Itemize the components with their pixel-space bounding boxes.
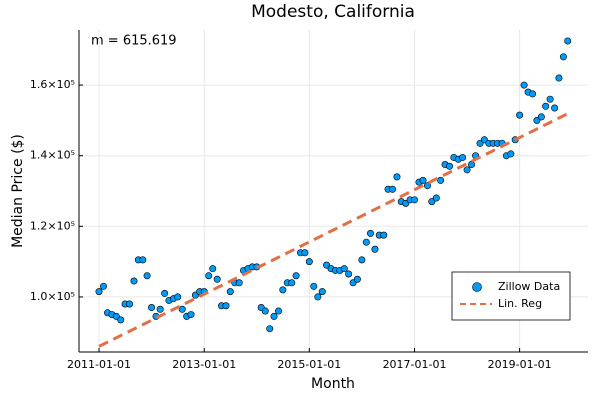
y-axis-label: Median Price ($) xyxy=(10,134,26,248)
point xyxy=(148,304,156,312)
point xyxy=(564,37,572,45)
x-axis-label: Month xyxy=(311,376,355,392)
point xyxy=(358,256,366,264)
point xyxy=(130,277,138,285)
point xyxy=(537,113,545,121)
point xyxy=(288,279,296,287)
point xyxy=(226,288,234,296)
point xyxy=(459,153,467,161)
point xyxy=(468,161,476,169)
point xyxy=(353,275,361,283)
point xyxy=(292,272,300,280)
point xyxy=(529,90,537,98)
point xyxy=(423,182,431,190)
point xyxy=(266,325,274,333)
point xyxy=(318,288,326,296)
point xyxy=(546,95,554,103)
x-tick-label: 2017-01-01 xyxy=(383,358,447,371)
point xyxy=(222,302,230,310)
point xyxy=(161,289,169,297)
point xyxy=(419,176,427,184)
point xyxy=(446,162,454,170)
point xyxy=(393,173,401,181)
legend-label: Lin. Reg xyxy=(498,297,542,310)
y-tick-label: 1.2×10⁵ xyxy=(30,219,75,232)
point xyxy=(275,307,283,315)
point xyxy=(516,111,524,119)
point xyxy=(95,288,103,296)
point xyxy=(178,305,186,313)
point xyxy=(340,265,348,273)
point xyxy=(156,305,164,313)
point xyxy=(507,150,515,158)
point xyxy=(139,256,147,264)
point xyxy=(126,300,134,308)
point xyxy=(209,265,217,273)
regression-line xyxy=(98,112,569,348)
x-tick-label: 2011-01-01 xyxy=(67,358,131,371)
point xyxy=(205,272,213,280)
point xyxy=(551,104,559,112)
point xyxy=(520,81,528,89)
point xyxy=(366,229,374,237)
point xyxy=(310,282,318,290)
point xyxy=(117,316,125,324)
chart-title: Modesto, California xyxy=(251,2,415,22)
point xyxy=(279,286,287,294)
point xyxy=(314,293,322,301)
point xyxy=(437,176,445,184)
point xyxy=(542,102,550,110)
x-tick-label: 2015-01-01 xyxy=(277,358,341,371)
point xyxy=(463,166,471,174)
point xyxy=(99,282,107,290)
point xyxy=(380,231,388,239)
point xyxy=(559,53,567,61)
y-tick-label: 1.4×10⁵ xyxy=(30,149,75,162)
point xyxy=(432,194,440,202)
annotation: m = 615.619 xyxy=(91,34,177,49)
point xyxy=(345,270,353,278)
legend-marker xyxy=(472,282,482,292)
point xyxy=(411,196,419,204)
x-tick-label: 2019-01-01 xyxy=(488,358,552,371)
point xyxy=(389,185,397,193)
point xyxy=(261,307,269,315)
legend-label: Zillow Data xyxy=(498,280,560,293)
legend-box xyxy=(451,271,571,321)
point xyxy=(187,311,195,319)
point xyxy=(213,275,221,283)
x-tick-label: 2013-01-01 xyxy=(172,358,236,371)
point xyxy=(270,312,278,320)
point xyxy=(305,258,313,266)
point xyxy=(174,293,182,301)
point xyxy=(555,74,563,82)
y-tick-label: 1.0×10⁵ xyxy=(30,290,75,303)
point xyxy=(371,245,379,253)
y-tick-label: 1.6×10⁵ xyxy=(30,78,75,91)
point xyxy=(235,279,243,287)
point xyxy=(362,238,370,246)
point xyxy=(301,249,309,257)
point xyxy=(143,272,151,280)
